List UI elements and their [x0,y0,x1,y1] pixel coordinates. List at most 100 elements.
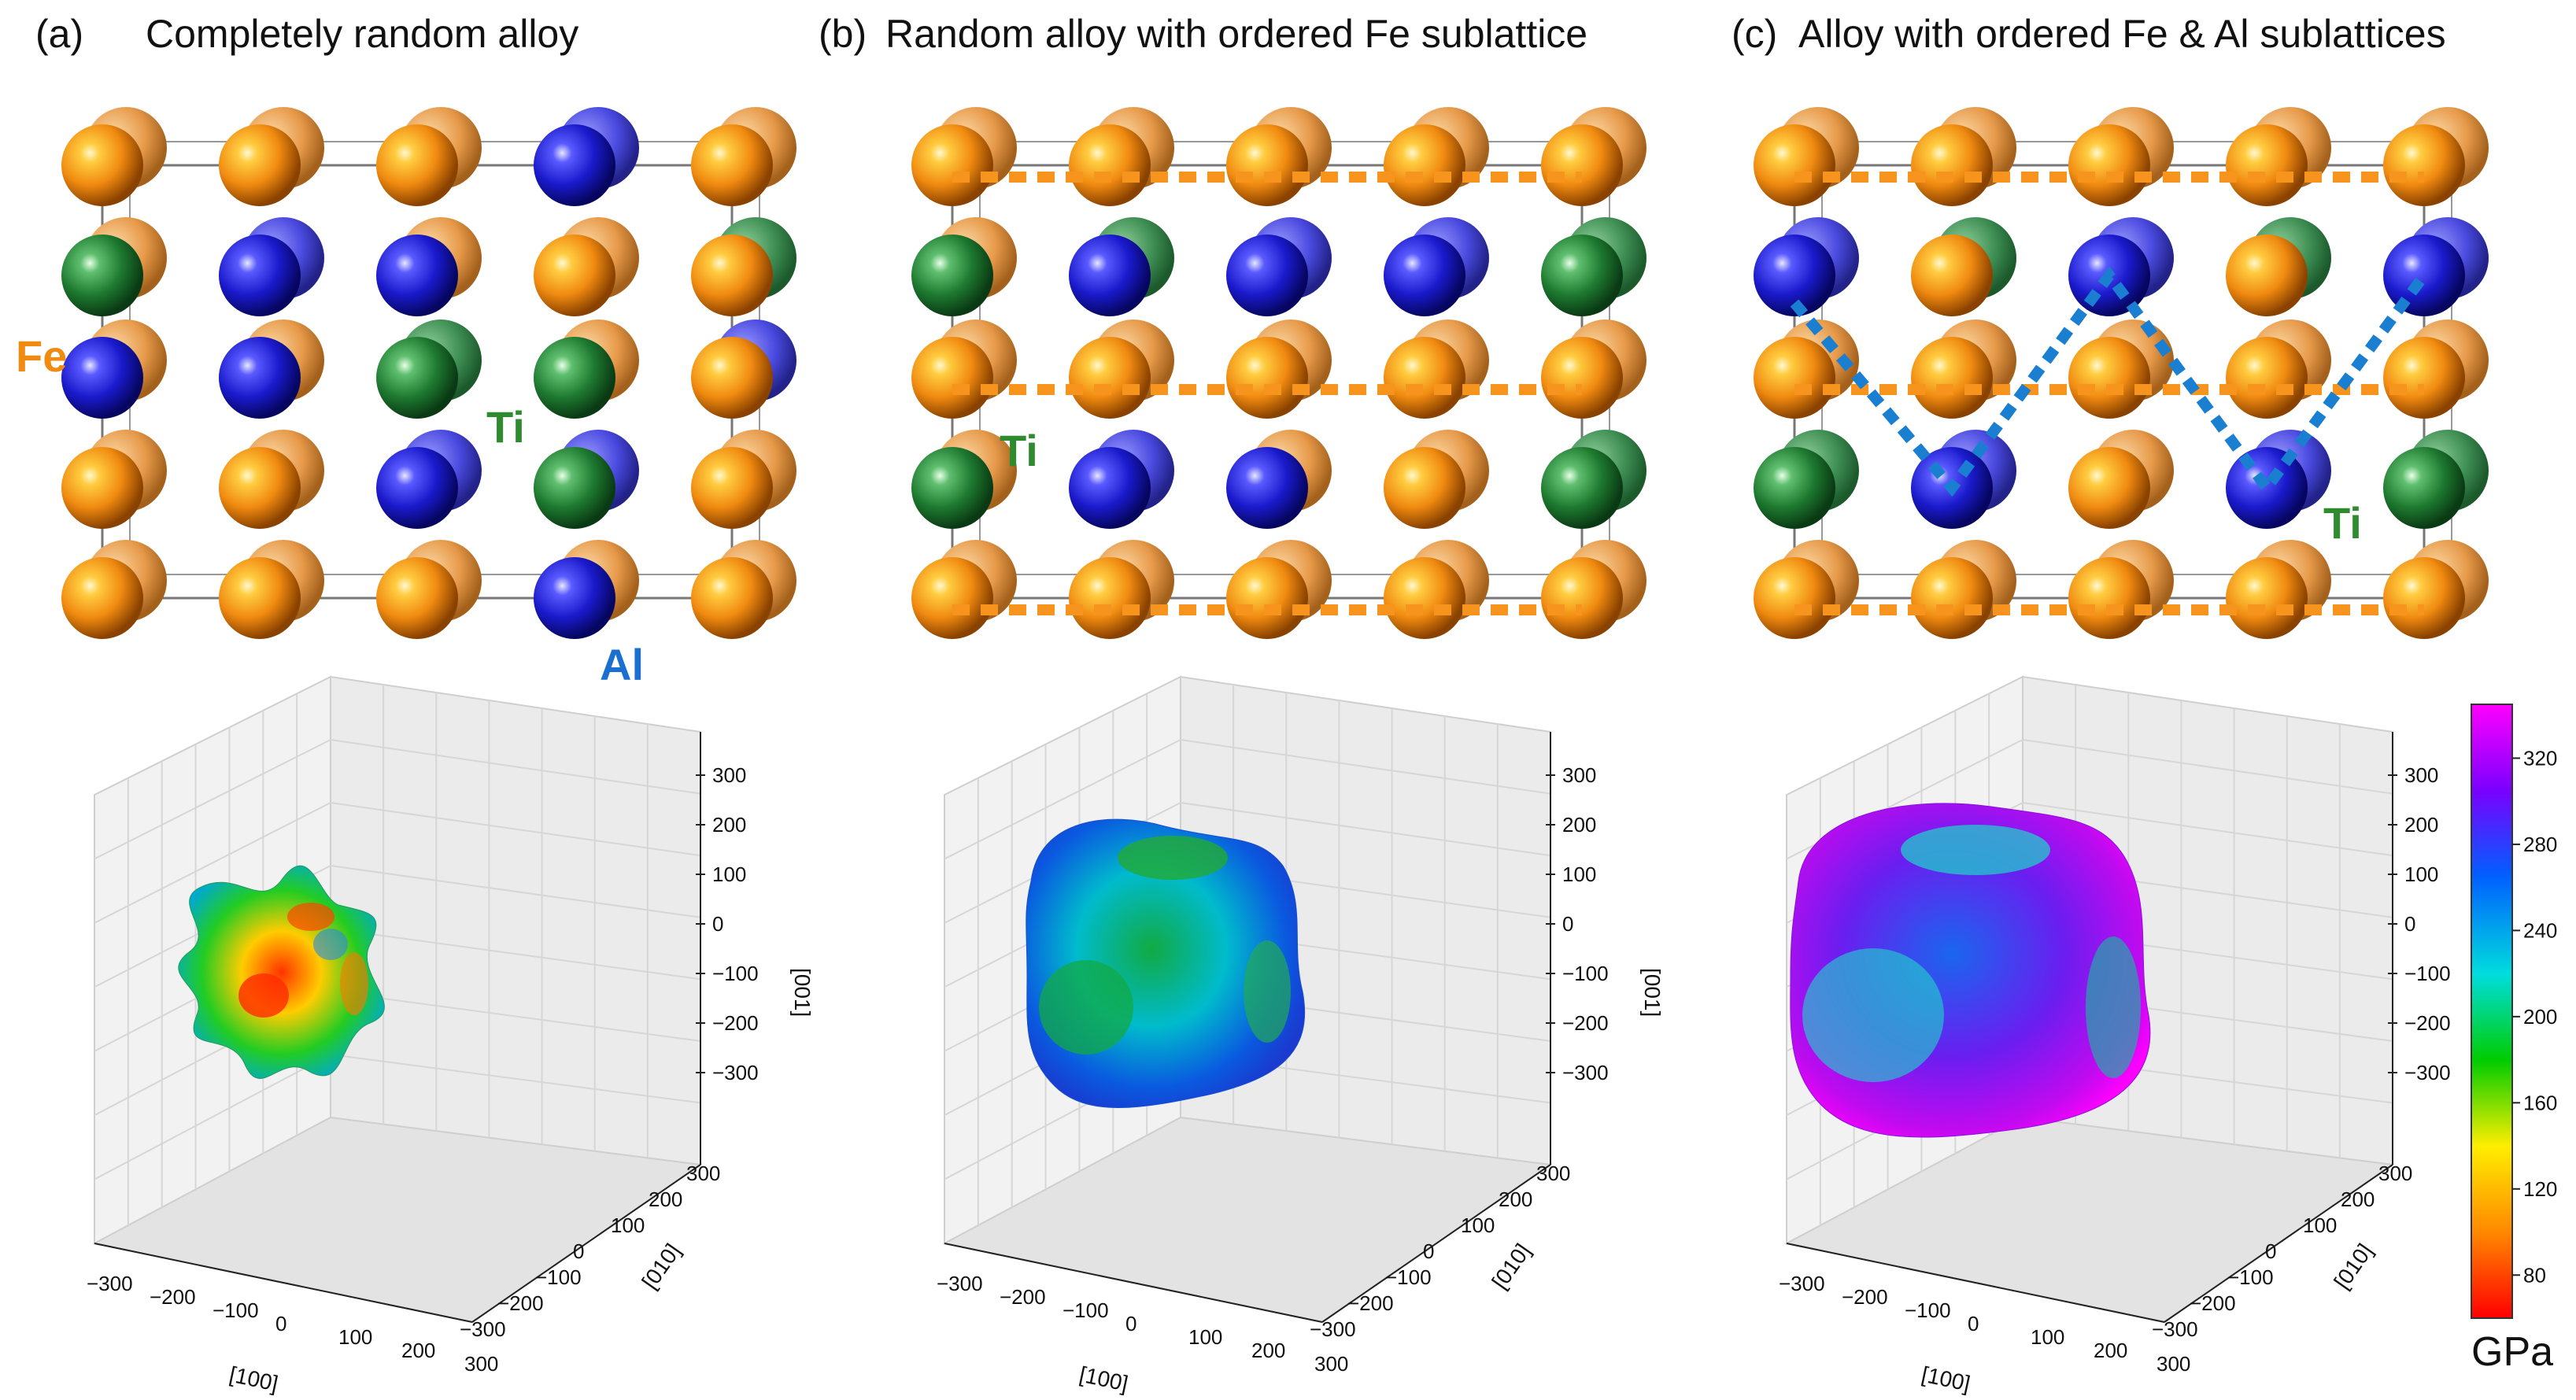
atom-front [1911,337,1993,419]
surface-patch-top [1901,825,2050,875]
atom-front [1754,337,1835,419]
atom-front [911,337,993,419]
atom-front [691,557,773,639]
colorbar-tick-label: 200 [2523,1005,2557,1029]
y-tick-label: −300 [2152,1317,2198,1341]
atom-front [1754,124,1835,206]
atom-front [2383,124,2465,206]
surface-hotspot [287,903,334,931]
x-tick-label: −100 [1905,1298,1951,1322]
y-tick-label: 100 [1461,1213,1495,1237]
atom-front [1226,337,1308,419]
z-tick-label: 100 [1562,863,1596,886]
x-axis-line [1786,1243,2165,1323]
atom-front [1384,124,1465,206]
ti-label-a: Ti [486,402,525,452]
x-tick-label: −300 [1779,1272,1825,1295]
atom-front [1911,557,1993,639]
atom-front [1541,124,1623,206]
y-tick-label: 100 [611,1213,645,1237]
z-tick-label: 0 [2404,912,2415,936]
colorbar-gradient [2471,704,2513,1319]
x-tick-label: 300 [2157,1352,2190,1376]
atom-front [2383,447,2465,529]
colorbar: 320 280 240 200 160 120 80 [2471,704,2557,1319]
x-axis-label: [100] [227,1362,280,1396]
atom-front [1911,235,1993,316]
panel-b-letter: (b) [819,12,867,56]
atom-front [2383,235,2465,316]
fe-label-a: Fe [16,331,68,381]
atom-front [61,337,143,419]
y-tick-label: −200 [497,1291,544,1315]
z-tick-label: −100 [712,962,759,985]
x-tick-label: 200 [401,1339,435,1362]
atom-front [1069,235,1151,316]
x-axis-line [944,1243,1323,1323]
z-tick-label: −300 [712,1061,759,1084]
x-tick-label: 300 [1314,1352,1348,1376]
panel-a-title: Completely random alloy [146,12,579,56]
ti-label-c: Ti [2323,498,2362,548]
atom-front [2226,124,2308,206]
x-axis-label: [100] [1920,1362,1972,1396]
atom-front [1541,337,1623,419]
gridline [330,739,701,795]
gridline [330,928,701,981]
atom-front [1754,557,1835,639]
x-tick-label: 100 [2031,1325,2064,1349]
x-axis-line [94,1243,473,1323]
y-tick-label: 200 [649,1188,682,1211]
colorbar-tick-label: 320 [2523,746,2557,770]
elastic-surface-plot-c: 3002001000−100−200−300[001]−300−200−1000… [1779,675,2507,1396]
gridline [330,802,701,857]
colorbar-tick-label: 160 [2523,1091,2557,1114]
y-axis-line [1321,1164,1551,1323]
atom-front [2068,337,2150,419]
surface-patch-front [1802,948,1944,1082]
gridline [944,739,1181,860]
atom-front [911,557,993,639]
y-tick-label: 100 [2303,1213,2337,1237]
atom-front [2383,557,2465,639]
atom-front [1541,235,1623,316]
atom-front [691,235,773,316]
x-tick-label: 200 [2094,1339,2127,1362]
atom-front [1226,235,1308,316]
z-tick-label: 100 [712,863,746,886]
ti-label-b: Ti [1000,426,1038,475]
colorbar-unit: GPa [2471,1329,2554,1375]
y-tick-label: 0 [1423,1239,1434,1263]
atom-front [691,124,773,206]
gridline [1180,739,1551,795]
x-tick-label: −100 [1063,1298,1109,1322]
z-tick-label: −100 [2404,962,2451,985]
gridline [94,802,331,924]
colorbar-tick-label: 80 [2523,1263,2546,1287]
crystal-structure-c [1754,107,2489,639]
z-tick-label: −200 [1562,1011,1609,1035]
gridline [94,1054,331,1180]
atom-front [376,557,458,639]
z-tick-label: 200 [1562,813,1596,837]
atom-front [1226,124,1308,206]
y-axis-line [471,1164,701,1323]
atom-front [2226,557,2308,639]
y-tick-label: 300 [686,1162,720,1185]
y-tick-label: 0 [573,1239,584,1263]
atom-front [1384,557,1465,639]
y-axis-line [2164,1164,2393,1323]
z-tick-label: 200 [2404,813,2438,837]
atom-front [534,447,615,529]
y-tick-label: −200 [2190,1291,2236,1315]
atom-front [1384,447,1465,529]
y-axis-label: [010] [2330,1239,2378,1294]
atom-front [2068,557,2150,639]
crystal-structure-a [61,107,796,639]
atom-front [2226,235,2308,316]
surface-cool-spot [313,929,348,960]
atom-front [2383,337,2465,419]
surface-hotspot [238,973,289,1018]
atom-front [1541,557,1623,639]
z-tick-label: −300 [1562,1061,1609,1084]
